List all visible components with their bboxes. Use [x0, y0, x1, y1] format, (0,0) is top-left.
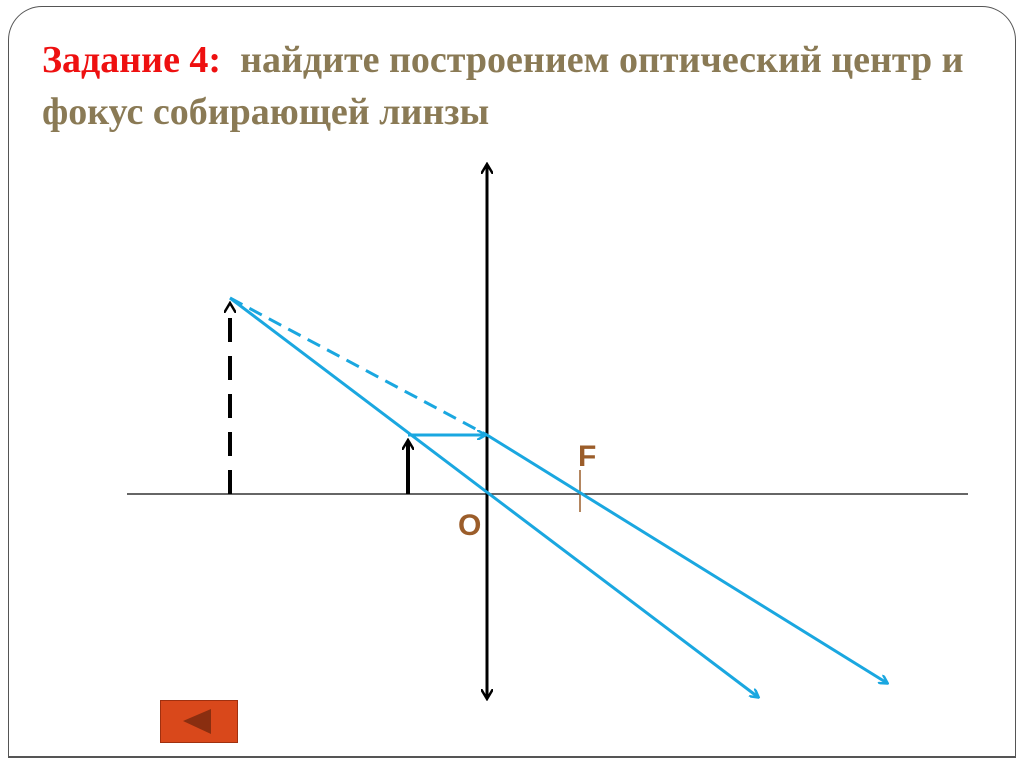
- back-button[interactable]: [160, 700, 238, 743]
- focus-label: F: [578, 440, 596, 473]
- task-text: найдите построением оптический центр и ф…: [42, 39, 964, 133]
- ray-dashed-extension: [229, 296, 488, 437]
- center-label: O: [458, 509, 481, 542]
- ray-through-center: [229, 296, 758, 697]
- ray-through-focus: [486, 433, 887, 683]
- slide-title: Задание 4: найдите построением оптически…: [42, 34, 982, 138]
- slide-frame: [8, 6, 1016, 758]
- triangle-left-icon: [183, 709, 211, 734]
- task-number: Задание 4:: [42, 39, 222, 81]
